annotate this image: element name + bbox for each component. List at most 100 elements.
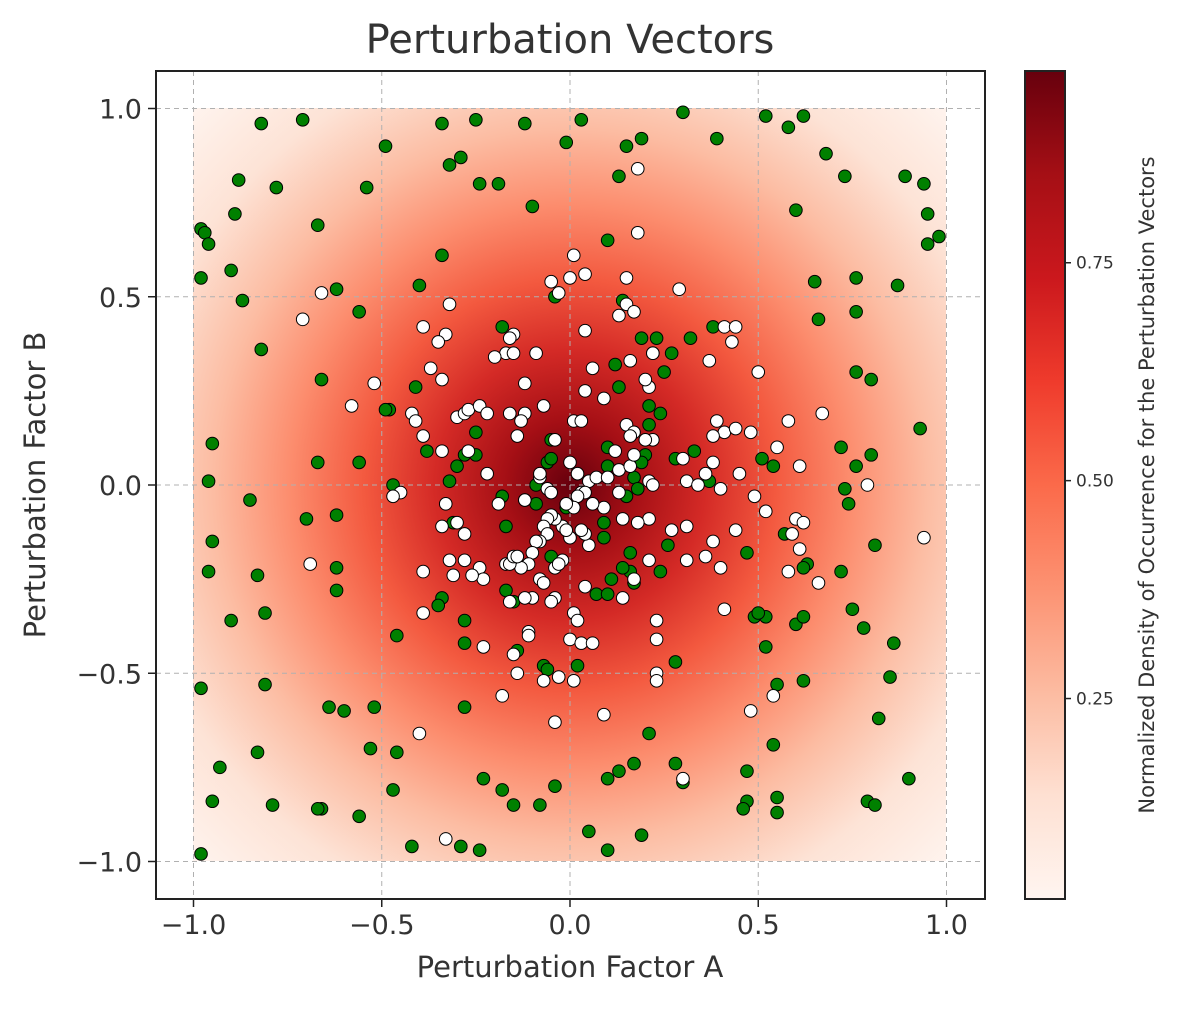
scatter-point [310, 455, 325, 470]
scatter-point [706, 429, 720, 443]
scatter-point [920, 237, 935, 251]
scatter-point [604, 572, 619, 586]
scatter-point [615, 561, 630, 575]
scatter-point [713, 481, 728, 496]
scatter-point [917, 177, 931, 191]
scatter-point [600, 771, 615, 786]
scatter-point [495, 783, 510, 797]
chart-title: Perturbation Vectors [366, 17, 775, 63]
scatter-point [615, 591, 630, 605]
scatter-point [514, 414, 528, 428]
scatter-point [758, 640, 773, 654]
scatter-point [920, 207, 935, 221]
scatter-point [755, 451, 769, 466]
scatter-point [461, 444, 476, 458]
scatter-point [834, 440, 848, 455]
scatter-point [819, 146, 833, 161]
scatter-point [359, 180, 374, 195]
colorbar-tick-label: 0.75 [1076, 254, 1114, 274]
scatter-point [758, 109, 773, 123]
scatter-point [668, 756, 683, 771]
scatter-point [627, 448, 641, 462]
scatter-point [792, 459, 807, 473]
scatter-point [668, 655, 683, 669]
scatter-point [566, 248, 581, 263]
scatter-point [683, 331, 698, 345]
scatter-point [491, 497, 506, 511]
scatter-point [518, 591, 532, 605]
scatter-point [416, 320, 430, 334]
scatter-point [886, 636, 901, 650]
scatter-point [235, 293, 250, 308]
scatter-point [457, 553, 472, 568]
scatter-point [559, 523, 574, 537]
scatter-point [295, 112, 310, 127]
scatter-point [578, 384, 592, 398]
scatter-point [702, 353, 717, 368]
scatter-point [442, 474, 457, 489]
scatter-point [792, 542, 807, 556]
scatter-point [649, 632, 664, 647]
scatter-point [506, 346, 521, 361]
scatter-point [544, 594, 558, 609]
scatter-point [751, 365, 766, 379]
scatter-point [420, 444, 434, 458]
scatter-point [431, 598, 446, 613]
scatter-point [495, 689, 510, 703]
scatter-point [258, 677, 272, 692]
scatter-point [310, 218, 325, 233]
scatter-point [367, 700, 382, 714]
scatter-point [747, 489, 762, 504]
scatter-point [352, 305, 366, 319]
scatter-point [796, 109, 811, 123]
scatter-point [378, 139, 393, 153]
scatter-point [299, 512, 314, 526]
scatter-point [205, 794, 220, 809]
scatter-point [623, 545, 638, 560]
scatter-point [597, 515, 611, 530]
scatter-point [529, 497, 543, 511]
scatter-point [551, 670, 566, 684]
scatter-point [612, 380, 626, 394]
scatter-point [913, 421, 927, 436]
scatter-point [649, 331, 664, 345]
scatter-point [657, 365, 671, 379]
scatter-point [728, 320, 743, 334]
scatter-point [815, 406, 830, 421]
scatter-point [796, 515, 811, 530]
scatter-point [932, 229, 946, 244]
scatter-point [314, 286, 329, 300]
scatter-point [329, 282, 344, 297]
scatter-point [378, 402, 393, 417]
scatter-point [435, 519, 449, 534]
colorbar-ticks: 0.25 0.50 0.75 [1065, 254, 1114, 710]
scatter-point [781, 120, 796, 135]
scatter-point [194, 847, 208, 861]
scatter-point [213, 760, 227, 775]
scatter-point [224, 263, 238, 278]
scatter-point [871, 711, 886, 726]
scatter-point [623, 353, 638, 368]
scatter-point [442, 297, 457, 312]
scatter-point [472, 843, 487, 858]
scatter-point [676, 771, 690, 786]
scatter-point [713, 561, 728, 575]
scatter-point [856, 621, 871, 635]
white-point-series [295, 161, 931, 846]
scatter-point [570, 613, 585, 628]
scatter-point [766, 737, 781, 752]
scatter-point [649, 613, 664, 628]
scatter-point [529, 534, 543, 549]
scatter-point [525, 545, 540, 560]
scatter-point [228, 207, 242, 221]
scatter-point [408, 414, 423, 428]
scatter-point [868, 538, 882, 553]
x-axis-ticks: −1.0 −0.5 0.0 0.5 1.0 [161, 899, 968, 941]
scatter-point [612, 463, 626, 477]
scatter-point [521, 628, 536, 643]
scatter-point [619, 271, 634, 285]
scatter-point [612, 308, 626, 323]
scatter-point [646, 346, 660, 361]
scatter-point [450, 515, 464, 530]
